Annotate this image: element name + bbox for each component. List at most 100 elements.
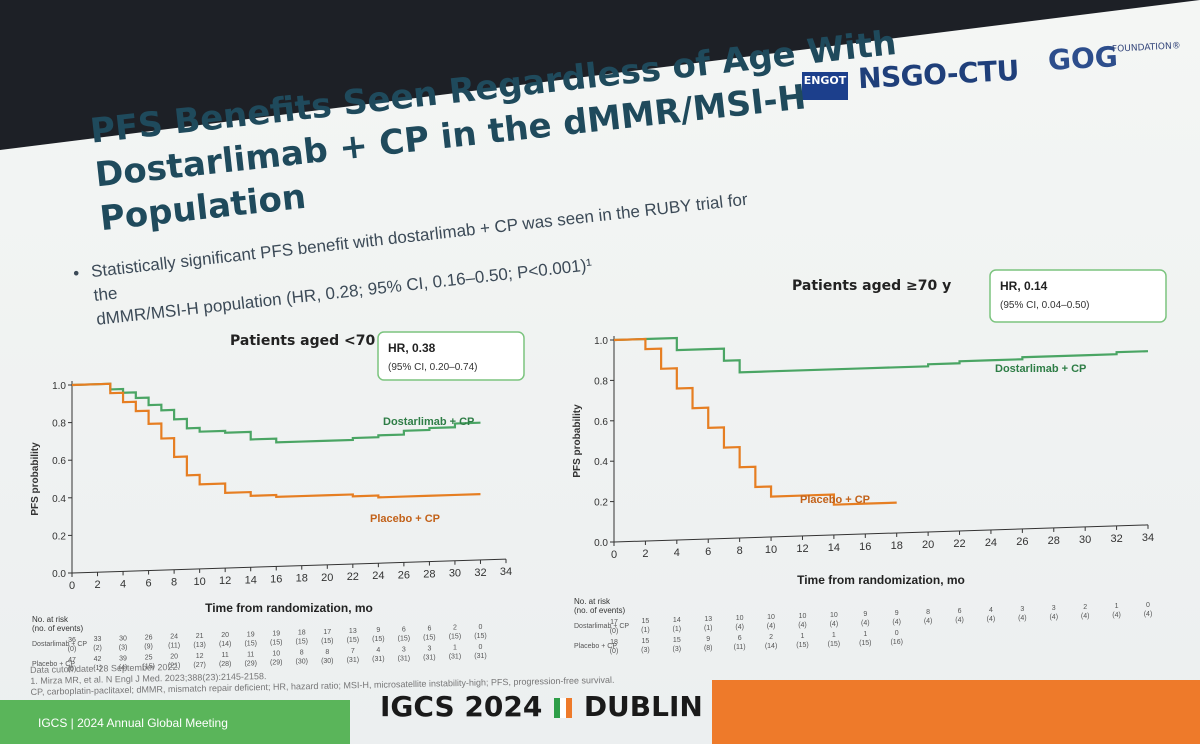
x-tick-label: 28 xyxy=(1048,535,1060,547)
risk-count: 7 xyxy=(351,648,355,655)
risk-count: 8 xyxy=(325,649,329,656)
series-line-placebo xyxy=(71,382,481,499)
risk-events: (9) xyxy=(144,644,153,651)
x-tick-label: 30 xyxy=(449,568,461,580)
x-axis xyxy=(71,558,507,574)
series-line-dostarlimab xyxy=(71,382,481,444)
risk-events: (4) xyxy=(1018,615,1027,622)
series-label-dostarlimab: Dostarlimab + CP xyxy=(995,363,1086,375)
risk-events: (4) xyxy=(892,619,901,626)
risk-count: 1 xyxy=(453,645,457,652)
x-tick-label: 18 xyxy=(296,573,308,585)
risk-events: (4) xyxy=(987,616,996,623)
risk-count: 19 xyxy=(272,630,280,637)
risk-events: (0) xyxy=(610,628,619,635)
risk-events: (16) xyxy=(890,639,902,646)
footer-left-banner: IGCS | 2024 Annual Global Meeting xyxy=(0,700,350,744)
x-tick-label: 8 xyxy=(171,577,177,589)
y-tick-label: 0.4 xyxy=(52,494,66,505)
y-tick-label: 1.0 xyxy=(594,336,608,347)
risk-count: 6 xyxy=(958,608,962,615)
hr-value: HR, 0.14 xyxy=(1000,279,1048,293)
risk-count: 2 xyxy=(1083,604,1087,611)
risk-events: (15) xyxy=(474,633,486,640)
hr-value: HR, 0.38 xyxy=(388,341,436,355)
risk-events: (0) xyxy=(68,646,77,653)
risk-events: (31) xyxy=(474,653,486,660)
x-tick-label: 24 xyxy=(985,537,997,549)
risk-events: (28) xyxy=(219,661,231,668)
risk-count: 42 xyxy=(94,656,102,663)
footer-mid-city: DUBLIN xyxy=(583,690,703,723)
risk-events: (4) xyxy=(1049,614,1058,621)
y-axis-label: PFS probability xyxy=(30,442,41,516)
risk-events: (11) xyxy=(734,644,746,651)
x-tick-label: 16 xyxy=(270,573,282,585)
risk-events: (0) xyxy=(610,648,619,655)
risk-count: 21 xyxy=(196,633,204,640)
x-tick-label: 30 xyxy=(1079,534,1091,546)
risk-count: 3 xyxy=(427,646,431,653)
risk-count: 8 xyxy=(926,609,930,616)
x-tick-label: 34 xyxy=(1142,532,1154,544)
x-tick-label: 20 xyxy=(321,572,333,584)
risk-count: 1 xyxy=(863,631,867,638)
risk-events: (4) xyxy=(1144,611,1153,618)
x-tick-label: 0 xyxy=(69,580,75,592)
risk-events: (4) xyxy=(1081,613,1090,620)
risk-events: (3) xyxy=(673,646,682,653)
risk-events: (14) xyxy=(765,643,777,650)
risk-count: 1 xyxy=(832,632,836,639)
risk-row-label: Placebo + CP xyxy=(574,643,617,650)
chart-title: Patients aged <70 y xyxy=(230,333,389,349)
risk-events: (4) xyxy=(1112,612,1121,619)
risk-count: 2 xyxy=(769,634,773,641)
footer-left-text: IGCS | 2024 Annual Global Meeting xyxy=(38,716,228,730)
risk-subheader: (no. of events) xyxy=(32,624,83,633)
y-tick-label: 0.6 xyxy=(52,456,66,467)
x-tick-label: 14 xyxy=(245,574,257,586)
risk-events: (31) xyxy=(398,655,410,662)
risk-events: (4) xyxy=(924,618,933,625)
risk-count: 24 xyxy=(170,634,178,641)
risk-count: 0 xyxy=(479,624,483,631)
risk-events: (29) xyxy=(270,659,282,666)
y-tick-label: 0.8 xyxy=(594,376,608,387)
hr-box xyxy=(989,269,1167,323)
risk-events: (4) xyxy=(767,623,776,630)
risk-events: (15) xyxy=(449,634,461,641)
chart-title: Patients aged ≥70 y xyxy=(792,278,951,294)
x-tick-label: 10 xyxy=(194,576,206,588)
y-axis-label: PFS probability xyxy=(572,404,583,478)
x-tick-label: 20 xyxy=(922,539,934,551)
risk-events: (14) xyxy=(219,641,231,648)
y-tick-label: 0.0 xyxy=(52,569,66,580)
risk-count: 25 xyxy=(145,655,153,662)
risk-events: (1) xyxy=(704,625,713,632)
chart-panel-2: Patients aged ≥70 y0 2 4 6 8 10 12 14 16 18 20 22 24… xyxy=(572,269,1167,655)
risk-count: 6 xyxy=(427,626,431,633)
risk-events: (4) xyxy=(119,664,128,671)
y-tick-label: 0.2 xyxy=(594,498,608,509)
risk-count: 20 xyxy=(170,654,178,661)
risk-count: 9 xyxy=(706,636,710,643)
risk-events: (13) xyxy=(193,642,205,649)
x-tick-label: 28 xyxy=(423,569,435,581)
risk-count: 6 xyxy=(738,635,742,642)
risk-count: 15 xyxy=(642,618,650,625)
risk-count: 15 xyxy=(642,638,650,645)
risk-row-label: Dostarlimab + CP xyxy=(574,623,629,630)
risk-count: 8 xyxy=(300,650,304,657)
x-axis xyxy=(613,524,1149,543)
risk-events: (8) xyxy=(704,645,713,652)
risk-events: (15) xyxy=(347,637,359,644)
risk-count: 10 xyxy=(736,615,744,622)
hr-box xyxy=(377,331,525,381)
risk-events: (15) xyxy=(296,639,308,646)
y-tick-label: 0.4 xyxy=(594,457,608,468)
risk-count: 20 xyxy=(221,632,229,639)
risk-count: 3 xyxy=(1020,606,1024,613)
y-tick-label: 0.2 xyxy=(52,531,66,542)
risk-count: 0 xyxy=(1146,602,1150,609)
risk-count: 17 xyxy=(323,629,331,636)
